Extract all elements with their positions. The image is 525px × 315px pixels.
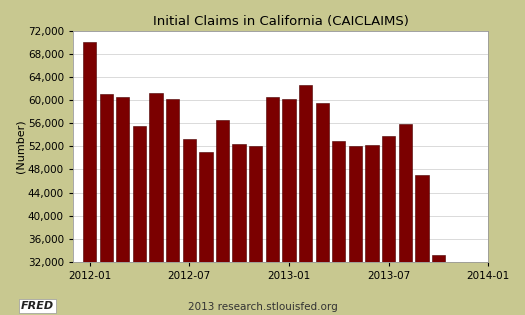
Bar bbox=[266, 97, 279, 315]
Bar bbox=[316, 104, 329, 315]
Bar bbox=[415, 175, 428, 315]
Y-axis label: (Number): (Number) bbox=[15, 119, 25, 173]
Bar bbox=[382, 136, 395, 315]
Text: FRED: FRED bbox=[21, 301, 54, 311]
Bar bbox=[183, 139, 196, 315]
Bar bbox=[332, 140, 345, 315]
Bar bbox=[432, 255, 445, 315]
Bar bbox=[398, 124, 412, 315]
Bar bbox=[282, 99, 296, 315]
Bar bbox=[133, 126, 146, 315]
Bar bbox=[199, 152, 213, 315]
Bar bbox=[349, 146, 362, 315]
Bar bbox=[216, 120, 229, 315]
Bar bbox=[150, 93, 163, 315]
Text: 2013 research.stlouisfed.org: 2013 research.stlouisfed.org bbox=[187, 302, 338, 312]
Bar bbox=[83, 42, 96, 315]
Bar bbox=[233, 144, 246, 315]
Bar bbox=[100, 94, 113, 315]
Bar bbox=[249, 146, 262, 315]
Bar bbox=[116, 96, 130, 315]
Title: Initial Claims in California (CAICLAIMS): Initial Claims in California (CAICLAIMS) bbox=[153, 15, 408, 28]
Bar bbox=[166, 99, 179, 315]
Bar bbox=[365, 145, 379, 315]
Bar bbox=[299, 85, 312, 315]
